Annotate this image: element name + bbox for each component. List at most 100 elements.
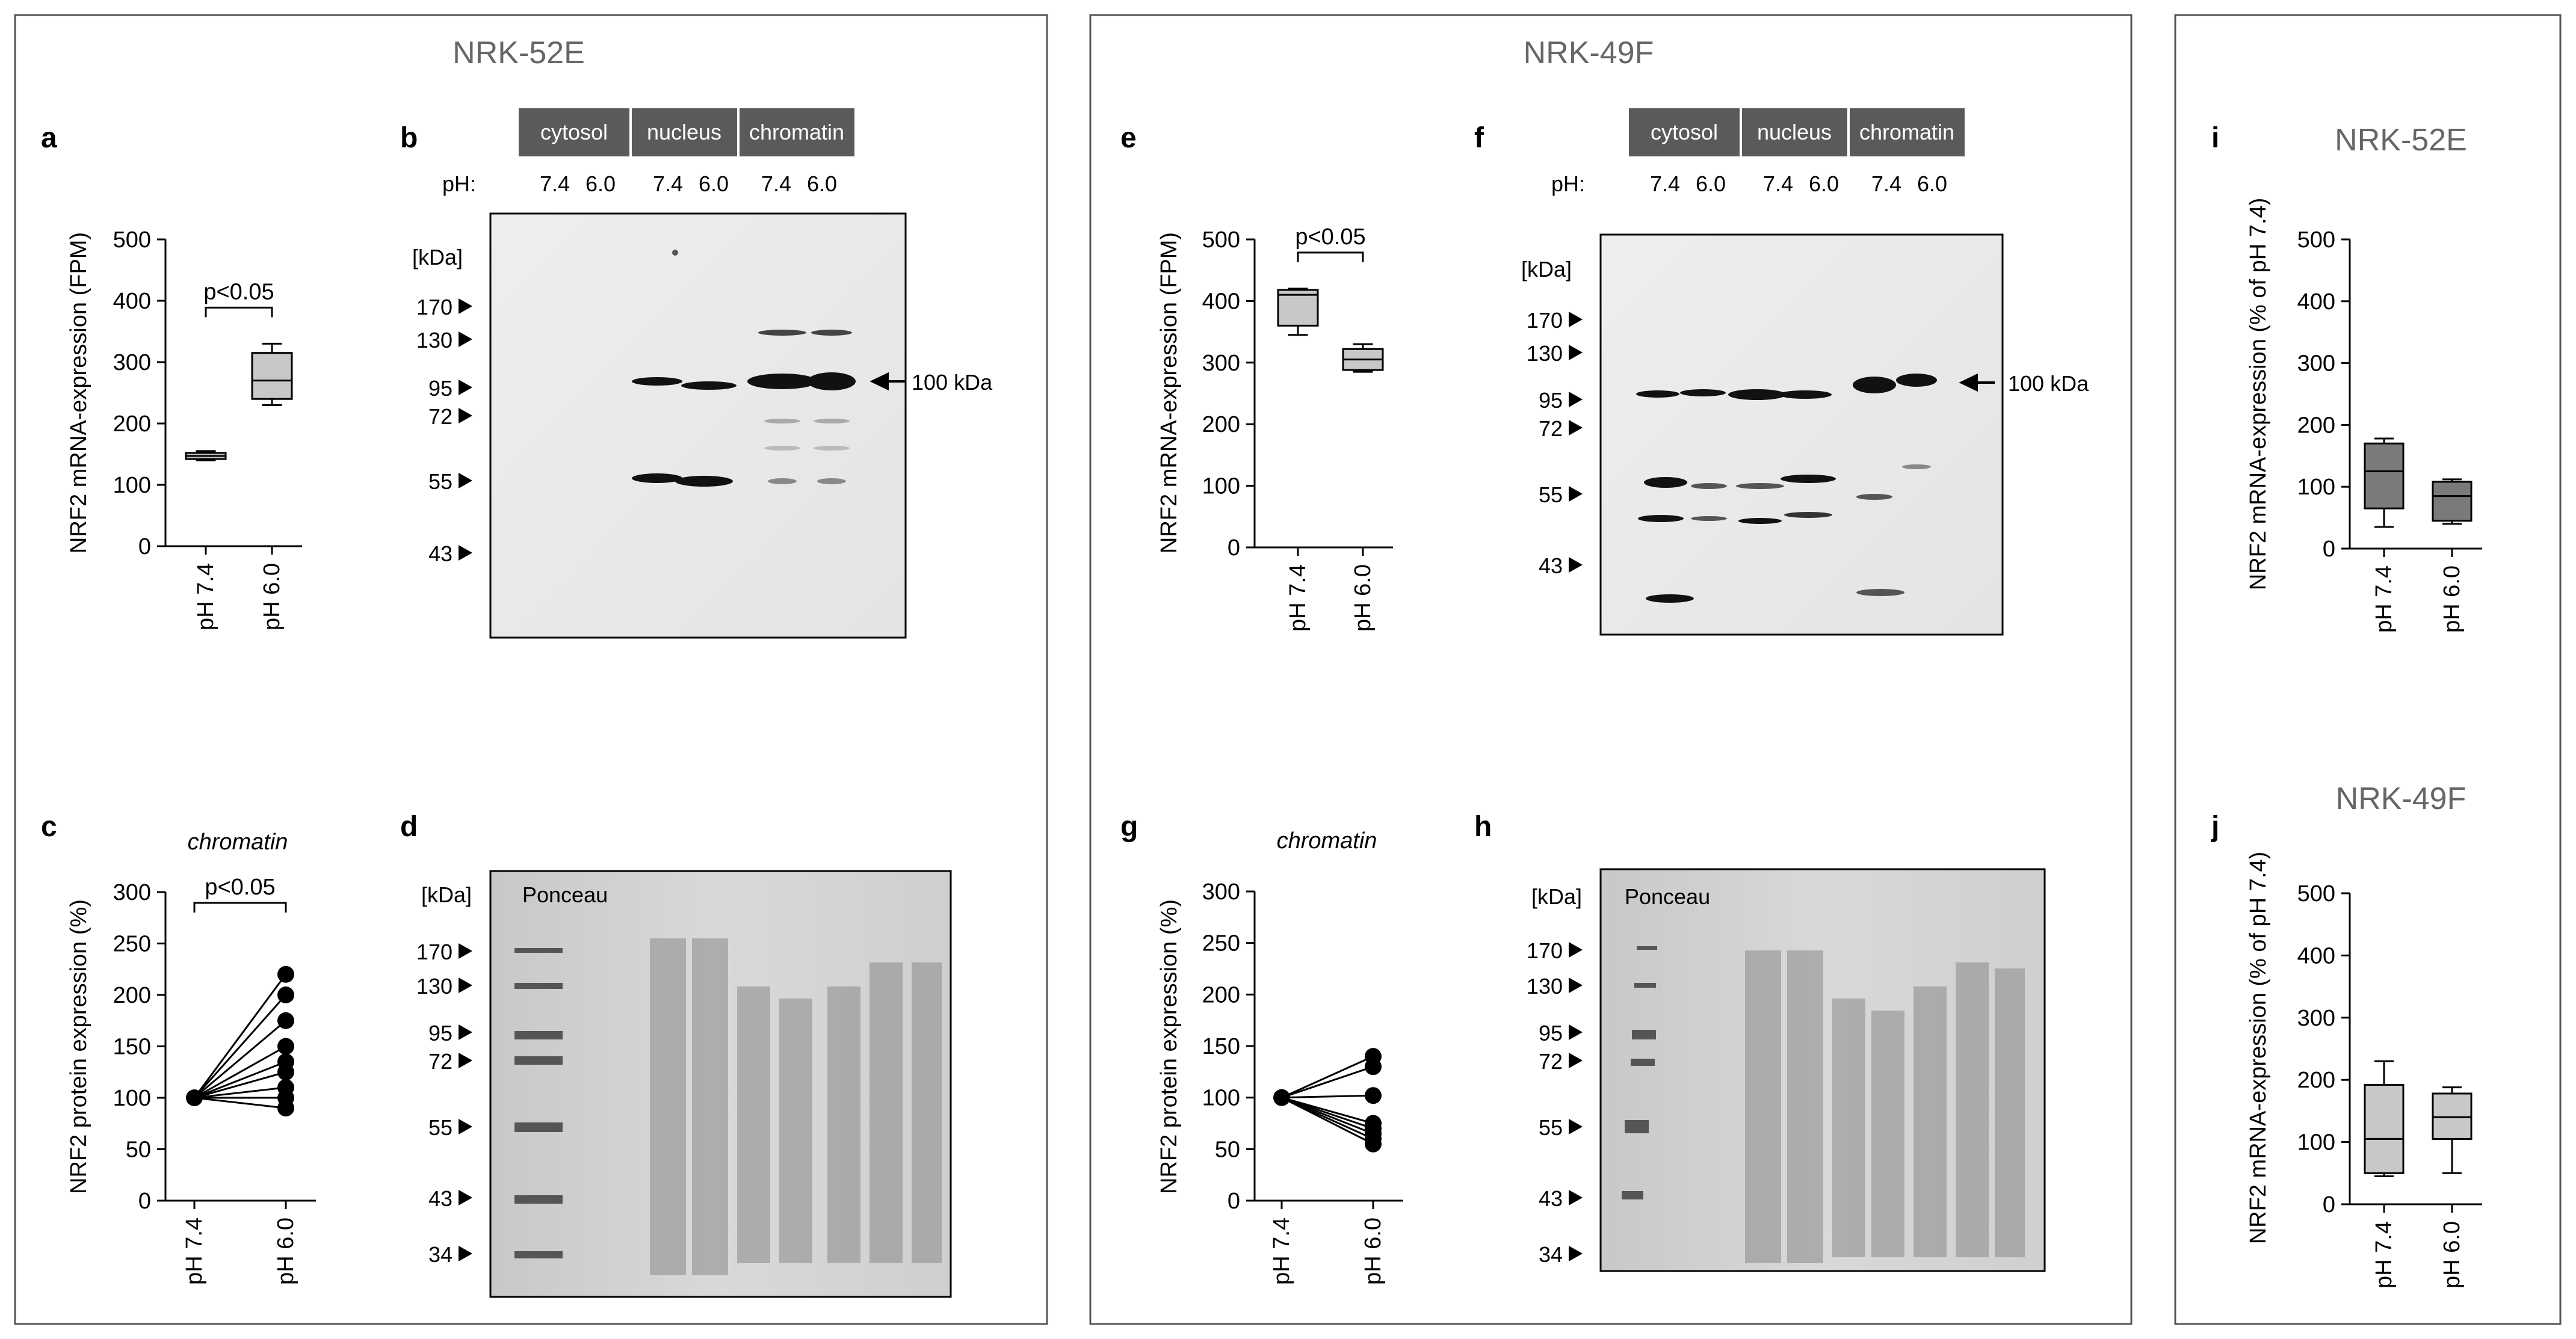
marker-arrow <box>459 380 472 395</box>
marker-arrow <box>459 977 472 993</box>
marker-label: 130 <box>416 974 452 999</box>
band <box>632 473 682 483</box>
kda-unit-label: [kDa] <box>421 882 472 907</box>
band-arrow <box>869 372 906 391</box>
blot-h-ponceau: [kDa] 170 130 95 72 55 43 34 Ponceau <box>1527 868 2046 1272</box>
y-tick-label: 300 <box>113 880 151 905</box>
lane-ph: 6.0 <box>1917 171 1947 196</box>
y-tick-label: 500 <box>113 227 151 253</box>
chart-e-box-plot: 0 100 200 300 400 500 NRF2 mRNA-expression (FP… <box>1157 224 1393 632</box>
fraction-header-chromatin <box>740 108 854 156</box>
y-tick-label: 100 <box>113 1086 151 1111</box>
letter-g: g <box>1120 811 1138 843</box>
lane-ph: 7.4 <box>1871 171 1901 196</box>
y-tick-label: 250 <box>1202 931 1240 956</box>
significance-bracket <box>1297 251 1364 262</box>
letter-i: i <box>2211 122 2219 154</box>
p-value-label: p<0.05 <box>1295 224 1365 250</box>
marker-arrow <box>459 1053 472 1068</box>
y-tick-label: 0 <box>2323 1192 2335 1217</box>
letter-f: f <box>1474 122 1484 154</box>
fraction-label: chromatin <box>1859 120 1954 144</box>
x-tick-label: pH 6.0 <box>259 563 285 630</box>
band-arrow <box>1959 373 1995 392</box>
marker-label: 170 <box>416 295 452 319</box>
lane-ph: 7.4 <box>540 171 570 196</box>
y-tick-label: 400 <box>113 289 151 314</box>
band <box>1738 518 1782 524</box>
lane-ph: 7.4 <box>761 171 791 196</box>
x-tick-label: pH 6.0 <box>1350 564 1376 632</box>
y-tick-label: 100 <box>1202 1086 1240 1111</box>
y-tick-label: 300 <box>2297 1006 2335 1031</box>
y-tick-label: 150 <box>1202 1034 1240 1059</box>
marker-arrow <box>1569 1053 1583 1068</box>
letter-j: j <box>2211 811 2219 843</box>
pair-line <box>193 973 287 1098</box>
y-tick-label: 250 <box>113 932 151 957</box>
marker-label: 72 <box>1539 416 1563 441</box>
pair-line <box>1281 1097 1374 1145</box>
blot-f: cytosol nucleus chromatin pH: 7.4 6.0 7.… <box>1521 108 2089 636</box>
fraction-header-chromatin <box>1850 108 1965 156</box>
chromatin-label-g: chromatin <box>1277 828 1377 854</box>
marker-ladder-f: 170 130 95 72 55 43 <box>1527 308 1583 578</box>
data-point <box>186 1089 203 1106</box>
band <box>1779 390 1832 399</box>
lane-ph: 7.4 <box>1650 171 1680 196</box>
y-tick-label: 0 <box>138 1189 151 1214</box>
panel-nrk52e-border <box>14 14 1048 1325</box>
pair-line <box>194 1097 286 1109</box>
y-tick-label: 100 <box>2297 475 2335 500</box>
marker-label: 43 <box>1539 553 1563 578</box>
y-axis-label: NRF2 protein expression (%) <box>66 899 91 1194</box>
box <box>1277 289 1319 327</box>
band <box>1853 377 1896 393</box>
marker-label: 95 <box>1539 388 1563 413</box>
fraction-header-cytosol <box>1629 108 1740 156</box>
y-tick-label: 300 <box>1202 351 1240 376</box>
chart-c-paired-plot: 0 50 100 150 200 250 300 NRF2 protein expressio… <box>66 875 316 1285</box>
x-tick-label: pH 7.4 <box>1285 564 1311 632</box>
marker-label: 95 <box>1539 1021 1563 1045</box>
data-point <box>277 1100 294 1117</box>
y-tick-label: 0 <box>2323 537 2335 562</box>
band <box>675 476 733 487</box>
letter-h: h <box>1474 811 1492 843</box>
data-point <box>277 1038 294 1055</box>
marker-arrow <box>459 1190 472 1205</box>
box <box>2432 1092 2473 1140</box>
p-value-label: p<0.05 <box>203 279 274 304</box>
marker-label: 55 <box>1539 482 1563 507</box>
band <box>1646 594 1694 603</box>
lane-ph: 6.0 <box>699 171 729 196</box>
marker-label: 130 <box>1527 974 1563 999</box>
marker-arrow <box>1569 1246 1583 1261</box>
marker-label: 95 <box>428 1021 452 1045</box>
panel-nrk52e-title: NRK-52E <box>452 35 585 70</box>
y-axis-label: NRF2 protein expression (%) <box>1157 899 1182 1194</box>
chart-j-box-plot: 0 100 200 300 400 500 NRF2 mRNA-expression (% … <box>2246 852 2482 1288</box>
marker-arrow <box>459 298 472 314</box>
data-point <box>1365 1087 1382 1104</box>
x-tick-label: pH 6.0 <box>2439 565 2465 633</box>
band <box>1902 464 1931 469</box>
x-tick-label: pH 6.0 <box>1361 1217 1386 1285</box>
marker-label: 55 <box>428 1115 452 1140</box>
marker-label: 72 <box>428 404 452 429</box>
pair-line <box>194 1020 286 1099</box>
chart-g-paired-plot: 0 50 100 150 200 250 300 NRF2 protein expressio… <box>1157 879 1403 1285</box>
data-point <box>1365 1135 1382 1153</box>
box <box>2432 481 2473 522</box>
panel-i-title: NRK-52E <box>2335 123 2467 158</box>
marker-arrow <box>459 408 472 423</box>
marker-arrow <box>459 1024 472 1040</box>
y-axis-label: NRF2 mRNA-expression (% of pH 7.4) <box>2246 852 2271 1245</box>
marker-arrow <box>1569 392 1583 407</box>
lane-ph: 6.0 <box>585 171 616 196</box>
band <box>1781 475 1836 483</box>
letter-c: c <box>41 811 57 843</box>
marker-ladder-h: 170 130 95 72 55 43 34 <box>1527 938 1583 1267</box>
ponceau-d-ladder <box>514 948 563 1258</box>
